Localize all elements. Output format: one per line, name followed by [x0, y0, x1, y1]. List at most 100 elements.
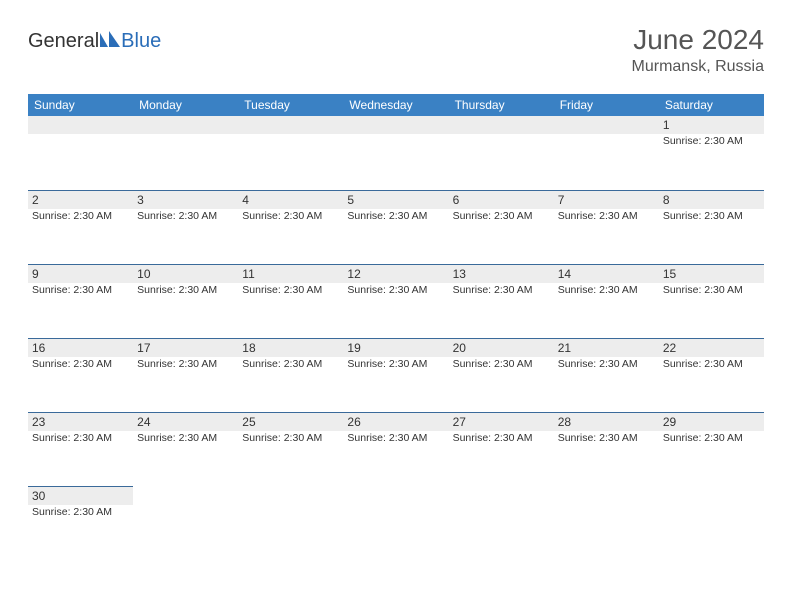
- day-number: 4: [238, 191, 343, 209]
- day-info: Sunrise: 2:30 AM: [554, 283, 659, 297]
- day-cell: 24Sunrise: 2:30 AM: [133, 413, 238, 486]
- logo: General Blue: [28, 30, 161, 53]
- day-cell: 25Sunrise: 2:30 AM: [238, 413, 343, 486]
- day-info: Sunrise: 2:30 AM: [449, 209, 554, 223]
- day-number: 22: [659, 339, 764, 357]
- day-number: [343, 116, 448, 134]
- day-info: Sunrise: 2:30 AM: [343, 209, 448, 223]
- day-number: 24: [133, 413, 238, 431]
- logo-text-blue: Blue: [121, 30, 161, 53]
- day-info: Sunrise: 2:30 AM: [343, 431, 448, 445]
- day-number: 3: [133, 191, 238, 209]
- weekday-header: Tuesday: [238, 94, 343, 116]
- day-info: Sunrise: 2:30 AM: [343, 357, 448, 371]
- day-cell: 9Sunrise: 2:30 AM: [28, 265, 133, 338]
- day-number: 7: [554, 191, 659, 209]
- weekday-header: Sunday: [28, 94, 133, 116]
- day-cell: 4Sunrise: 2:30 AM: [238, 191, 343, 264]
- day-number: 26: [343, 413, 448, 431]
- day-info: Sunrise: 2:30 AM: [659, 357, 764, 371]
- day-cell: 30Sunrise: 2:30 AM: [28, 486, 133, 560]
- day-number: 2: [28, 191, 133, 209]
- day-number: 17: [133, 339, 238, 357]
- day-cell: 23Sunrise: 2:30 AM: [28, 413, 133, 486]
- day-info: Sunrise: 2:30 AM: [449, 357, 554, 371]
- day-cell: 12Sunrise: 2:30 AM: [343, 265, 448, 338]
- empty-cell: [449, 116, 554, 190]
- day-info: Sunrise: 2:30 AM: [133, 357, 238, 371]
- day-cell: 16Sunrise: 2:30 AM: [28, 339, 133, 412]
- day-info: Sunrise: 2:30 AM: [554, 209, 659, 223]
- day-cell: 29Sunrise: 2:30 AM: [659, 413, 764, 486]
- day-info: Sunrise: 2:30 AM: [28, 505, 133, 519]
- day-cell: 2Sunrise: 2:30 AM: [28, 191, 133, 264]
- day-number: [133, 116, 238, 134]
- day-info: Sunrise: 2:30 AM: [659, 209, 764, 223]
- day-info: Sunrise: 2:30 AM: [343, 283, 448, 297]
- weekday-header: Monday: [133, 94, 238, 116]
- day-number: 28: [554, 413, 659, 431]
- week-row: 23Sunrise: 2:30 AM24Sunrise: 2:30 AM25Su…: [28, 412, 764, 486]
- day-number: 21: [554, 339, 659, 357]
- day-number: 25: [238, 413, 343, 431]
- day-cell: 28Sunrise: 2:30 AM: [554, 413, 659, 486]
- day-number: 23: [28, 413, 133, 431]
- day-number: 8: [659, 191, 764, 209]
- day-number: 30: [28, 487, 133, 505]
- empty-cell: [238, 116, 343, 190]
- day-number: 1: [659, 116, 764, 134]
- day-info: Sunrise: 2:30 AM: [554, 431, 659, 445]
- day-info: Sunrise: 2:30 AM: [133, 431, 238, 445]
- weekday-header-row: SundayMondayTuesdayWednesdayThursdayFrid…: [28, 94, 764, 116]
- empty-cell: [554, 116, 659, 190]
- day-number: 11: [238, 265, 343, 283]
- day-number: 9: [28, 265, 133, 283]
- day-cell: 18Sunrise: 2:30 AM: [238, 339, 343, 412]
- title-block: June 2024 Murmansk, Russia: [632, 24, 764, 76]
- day-info: Sunrise: 2:30 AM: [28, 431, 133, 445]
- day-info: Sunrise: 2:30 AM: [659, 134, 764, 148]
- logo-text-general: General: [28, 30, 99, 53]
- day-cell: 19Sunrise: 2:30 AM: [343, 339, 448, 412]
- day-cell: 3Sunrise: 2:30 AM: [133, 191, 238, 264]
- day-info: Sunrise: 2:30 AM: [659, 431, 764, 445]
- month-title: June 2024: [632, 24, 764, 56]
- day-number: 5: [343, 191, 448, 209]
- day-cell: 27Sunrise: 2:30 AM: [449, 413, 554, 486]
- week-row: 1Sunrise: 2:30 AM: [28, 116, 764, 190]
- day-cell: 11Sunrise: 2:30 AM: [238, 265, 343, 338]
- day-cell: 21Sunrise: 2:30 AM: [554, 339, 659, 412]
- day-cell: 20Sunrise: 2:30 AM: [449, 339, 554, 412]
- day-info: Sunrise: 2:30 AM: [28, 283, 133, 297]
- day-number: [238, 116, 343, 134]
- week-row: 9Sunrise: 2:30 AM10Sunrise: 2:30 AM11Sun…: [28, 264, 764, 338]
- day-info: Sunrise: 2:30 AM: [238, 209, 343, 223]
- day-cell: 7Sunrise: 2:30 AM: [554, 191, 659, 264]
- day-info: Sunrise: 2:30 AM: [133, 209, 238, 223]
- day-info: Sunrise: 2:30 AM: [238, 431, 343, 445]
- day-number: 12: [343, 265, 448, 283]
- day-number: 27: [449, 413, 554, 431]
- empty-cell: [28, 116, 133, 190]
- day-info: Sunrise: 2:30 AM: [238, 357, 343, 371]
- day-info: Sunrise: 2:30 AM: [449, 283, 554, 297]
- day-cell: 26Sunrise: 2:30 AM: [343, 413, 448, 486]
- empty-cell: [343, 116, 448, 190]
- day-number: 16: [28, 339, 133, 357]
- weekday-header: Thursday: [449, 94, 554, 116]
- weeks-container: 1Sunrise: 2:30 AM2Sunrise: 2:30 AM3Sunri…: [28, 116, 764, 560]
- day-info: Sunrise: 2:30 AM: [659, 283, 764, 297]
- day-cell: 14Sunrise: 2:30 AM: [554, 265, 659, 338]
- calendar: SundayMondayTuesdayWednesdayThursdayFrid…: [28, 94, 764, 560]
- day-number: 19: [343, 339, 448, 357]
- day-cell: 6Sunrise: 2:30 AM: [449, 191, 554, 264]
- day-cell: 22Sunrise: 2:30 AM: [659, 339, 764, 412]
- day-number: 14: [554, 265, 659, 283]
- day-number: [554, 116, 659, 134]
- day-info: Sunrise: 2:30 AM: [133, 283, 238, 297]
- day-number: [28, 116, 133, 134]
- day-number: 6: [449, 191, 554, 209]
- header: General Blue June 2024 Murmansk, Russia: [28, 24, 764, 76]
- week-row: 16Sunrise: 2:30 AM17Sunrise: 2:30 AM18Su…: [28, 338, 764, 412]
- week-row: 2Sunrise: 2:30 AM3Sunrise: 2:30 AM4Sunri…: [28, 190, 764, 264]
